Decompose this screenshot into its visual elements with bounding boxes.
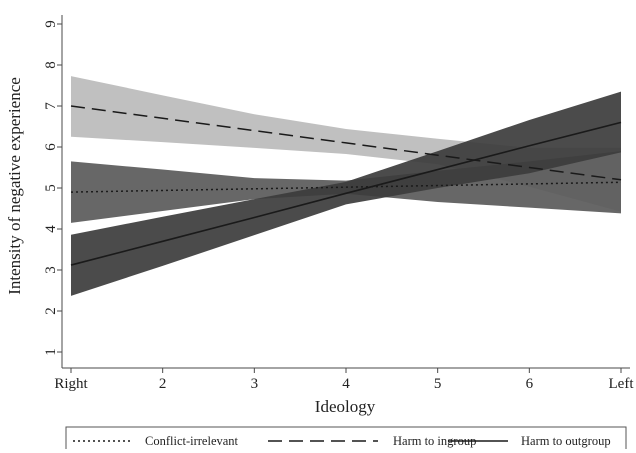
x-tick-label: 5 <box>434 376 442 392</box>
x-tick-label: Right <box>54 376 88 392</box>
axes: 1 2 3 4 5 6 7 8 9 Right 2 3 4 5 6 Left <box>43 15 634 392</box>
legend-label-1: Conflict-irrelevant <box>145 434 239 448</box>
x-tick-label: 3 <box>251 376 259 392</box>
series-line-1 <box>70 181 622 193</box>
y-axis-title: Intensity of negative experience <box>5 77 24 295</box>
y-tick-label: 4 <box>43 225 59 233</box>
series-lines <box>70 105 622 266</box>
x-tick-label: 2 <box>159 376 167 392</box>
y-tick-label: 2 <box>43 307 59 315</box>
x-tick-label: 6 <box>526 376 534 392</box>
legend: Conflict-irrelevant Harm to ingroup Harm t… <box>65 426 627 453</box>
series-line-3 <box>70 121 622 266</box>
series-line-2 <box>70 105 622 181</box>
x-tick-label: 4 <box>342 376 350 392</box>
legend-label-3: Harm to outgroup <box>521 434 611 448</box>
y-tick-label: 3 <box>43 266 59 274</box>
y-tick-label: 1 <box>43 348 59 356</box>
y-tick-label: 8 <box>43 61 59 69</box>
confidence-bands <box>71 76 621 296</box>
x-axis-title: Ideology <box>315 397 376 416</box>
y-tick-label: 9 <box>43 20 59 28</box>
y-tick-label: 6 <box>43 143 59 151</box>
x-tick-label: Left <box>609 376 635 392</box>
y-tick-label: 5 <box>43 184 59 192</box>
y-tick-label: 7 <box>43 102 59 110</box>
ci-band-2 <box>71 76 621 212</box>
legend-label-2: Harm to ingroup <box>393 434 476 448</box>
